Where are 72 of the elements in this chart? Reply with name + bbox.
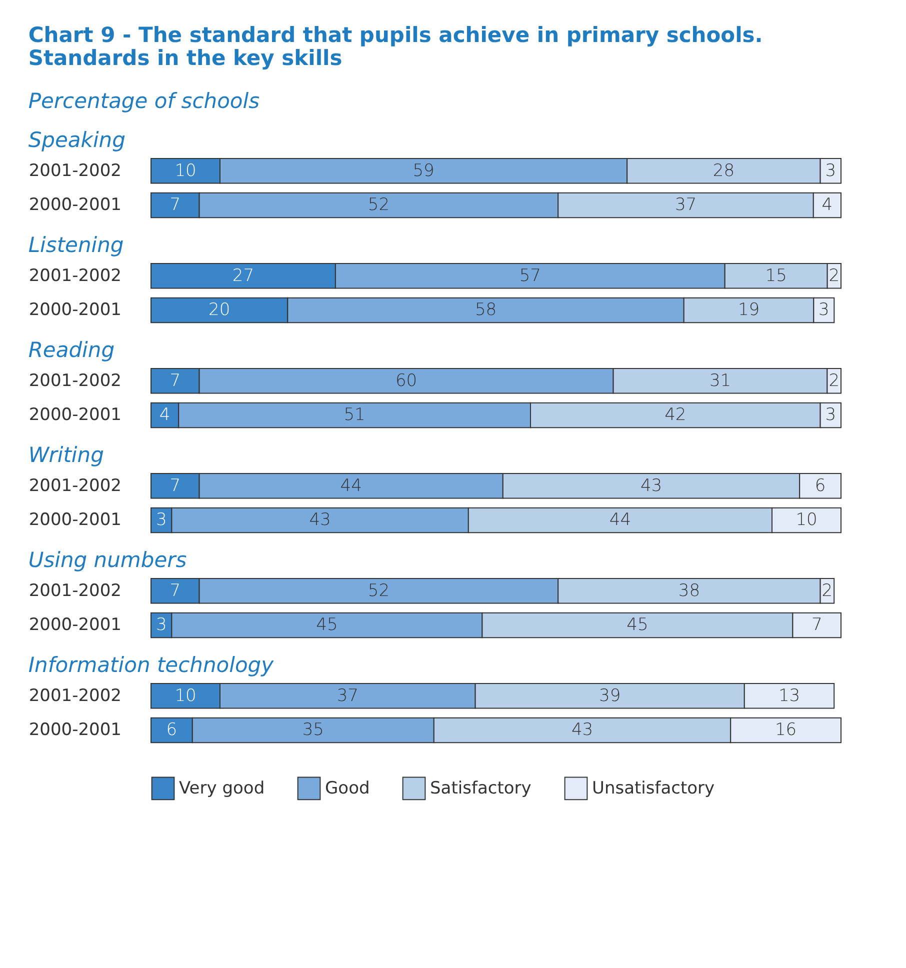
data-label: 52 — [368, 580, 390, 601]
chart-title: Reading — [28, 338, 115, 362]
chart-title: Listening — [28, 233, 124, 257]
data-label: 3 — [156, 510, 167, 530]
data-label: 10 — [796, 510, 818, 530]
chart-title: Information technology — [28, 653, 274, 677]
data-label: 7 — [170, 370, 181, 391]
data-label: 3 — [156, 615, 167, 636]
data-label: 28 — [712, 160, 735, 181]
data-label: 10 — [174, 160, 196, 181]
data-label: 58 — [474, 300, 497, 320]
y-tick-label: 2000-2001 — [28, 615, 122, 636]
y-tick-label: 2001-2002 — [28, 160, 122, 181]
data-label: 37 — [336, 686, 358, 706]
data-label: 3 — [825, 405, 836, 426]
data-label: 3 — [818, 300, 830, 320]
y-tick-label: 2001-2002 — [28, 580, 122, 601]
y-tick-label: 2000-2001 — [28, 300, 122, 320]
text: Chart 9 - The standard that pupils achieve in primary schools. Standards in the key skills — [28, 23, 763, 70]
data-label: 6 — [166, 720, 178, 740]
data-label: 13 — [778, 686, 800, 706]
data-label: 2 — [828, 266, 840, 286]
chart-title: Using numbers — [28, 548, 187, 572]
data-label: 45 — [626, 615, 648, 636]
data-label: 35 — [302, 720, 324, 740]
data-label: 27 — [232, 266, 254, 286]
y-tick-label: 2000-2001 — [28, 405, 122, 426]
y-tick-label: 2001-2002 — [28, 370, 122, 391]
y-tick-label: 2001-2002 — [28, 686, 122, 706]
data-label: 43 — [571, 720, 594, 740]
data-label: 57 — [519, 266, 541, 286]
data-label: 7 — [170, 476, 181, 496]
data-label: 20 — [208, 300, 230, 320]
data-label: 44 — [340, 476, 362, 496]
data-label: 51 — [344, 405, 366, 426]
legend-label: Unsatisfactory — [592, 778, 715, 798]
y-tick-label: 2000-2001 — [28, 195, 122, 216]
data-label: 43 — [640, 476, 662, 496]
y-tick-label: 2001-2002 — [28, 266, 122, 286]
data-label: 59 — [412, 160, 434, 181]
data-label: 7 — [811, 615, 822, 636]
data-label: 2 — [828, 370, 840, 391]
data-label: 19 — [738, 300, 760, 320]
y-tick-label: 2000-2001 — [28, 510, 122, 530]
data-label: 7 — [170, 195, 181, 216]
data-label: 6 — [814, 476, 826, 496]
data-label: 45 — [316, 615, 338, 636]
data-label: 10 — [174, 686, 196, 706]
data-label: 43 — [309, 510, 331, 530]
data-label: 37 — [674, 195, 697, 216]
legend-label: Very good — [179, 778, 265, 798]
data-label: 16 — [774, 720, 797, 740]
chart-title: Writing — [28, 443, 104, 467]
data-label: 2 — [822, 580, 833, 601]
data-label: 31 — [709, 370, 732, 391]
data-label: 60 — [395, 370, 418, 391]
data-label: 38 — [678, 580, 700, 601]
legend-label: Good — [325, 778, 370, 798]
y-tick-label: 2001-2002 — [28, 476, 122, 496]
data-label: 42 — [664, 405, 686, 426]
legend-label: Satisfactory — [430, 778, 532, 798]
data-label: 52 — [368, 195, 390, 216]
data-label: 7 — [170, 580, 181, 601]
data-label: 4 — [159, 405, 170, 426]
data-label: 39 — [599, 686, 621, 706]
chart-title: Speaking — [28, 128, 126, 152]
data-label: 15 — [765, 266, 787, 286]
data-label: 4 — [822, 195, 833, 216]
data-label: 3 — [825, 160, 836, 181]
text: Percentage of schools — [28, 89, 260, 113]
data-label: 44 — [609, 510, 632, 530]
y-tick-label: 2000-2001 — [28, 720, 122, 740]
